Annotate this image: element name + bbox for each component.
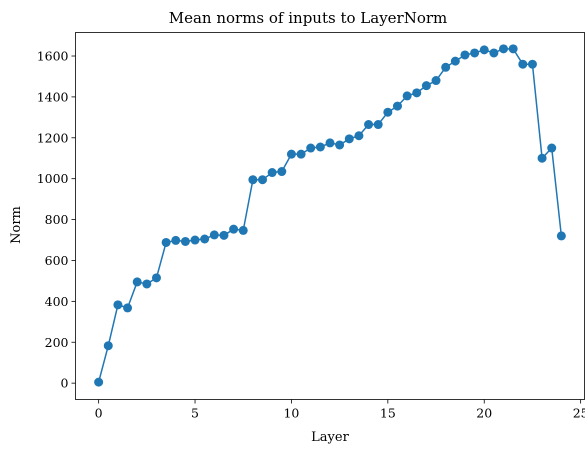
x-tick-label: 5	[191, 406, 199, 421]
data-point	[151, 273, 161, 283]
data-point	[142, 279, 152, 289]
data-point	[450, 56, 460, 66]
y-tick-label: 200	[45, 335, 69, 350]
data-point	[412, 88, 422, 98]
data-point	[489, 48, 499, 58]
data-point	[238, 225, 248, 235]
data-point	[547, 143, 557, 153]
data-point	[354, 131, 364, 141]
data-point	[286, 149, 296, 159]
data-point	[219, 230, 229, 240]
x-axis-label: Layer	[311, 430, 349, 445]
y-tick-label: 400	[45, 294, 69, 309]
data-point	[402, 91, 412, 101]
data-point	[306, 143, 316, 153]
x-tick-label: 0	[95, 406, 103, 421]
data-point	[180, 236, 190, 246]
data-point	[518, 59, 528, 69]
y-tick-label: 1200	[37, 130, 69, 145]
data-point	[296, 149, 306, 159]
x-tick-label: 25	[573, 406, 585, 421]
data-point	[344, 134, 354, 144]
data-point	[508, 44, 518, 54]
data-point	[556, 231, 566, 241]
data-point	[94, 377, 104, 387]
data-point	[537, 153, 547, 163]
data-point	[499, 44, 509, 54]
data-point	[392, 101, 402, 111]
data-point	[277, 167, 287, 177]
data-point	[421, 81, 431, 91]
data-point	[161, 237, 171, 247]
tick-layer: 0 5 10 15 20 25 0 200 400 600 800 1000 1200 1400 1600	[37, 49, 585, 421]
data-point	[527, 59, 537, 69]
data-point	[267, 168, 277, 178]
data-point	[325, 138, 335, 148]
data-point	[470, 48, 480, 58]
y-tick-label: 600	[45, 253, 69, 268]
data-point	[258, 175, 268, 185]
y-tick-label: 1600	[37, 49, 69, 64]
data-point	[113, 300, 123, 310]
data-point	[190, 235, 200, 245]
data-point	[103, 341, 113, 351]
y-tick-label: 1000	[37, 171, 69, 186]
data-point	[383, 107, 393, 117]
y-tick-label: 800	[45, 212, 69, 227]
data-point	[364, 120, 374, 130]
data-point	[171, 235, 181, 245]
x-tick-label: 10	[283, 406, 299, 421]
data-point	[132, 277, 142, 287]
data-point	[315, 142, 325, 152]
x-tick-label: 15	[380, 406, 396, 421]
data-point	[248, 175, 258, 185]
data-point	[209, 230, 219, 240]
x-tick-label: 20	[476, 406, 492, 421]
data-point	[479, 45, 489, 55]
chart-title: Mean norms of inputs to LayerNorm	[169, 9, 448, 27]
data-point	[123, 303, 133, 313]
data-point	[441, 62, 451, 72]
y-tick-label: 1400	[37, 89, 69, 104]
data-point	[335, 140, 345, 150]
data-point	[460, 50, 470, 60]
plot-area	[75, 32, 585, 400]
series-layer	[94, 44, 566, 387]
y-axis-label: Norm	[9, 206, 24, 244]
data-point	[200, 234, 210, 244]
data-point	[373, 120, 383, 130]
y-tick-label: 0	[61, 376, 69, 391]
data-point	[431, 76, 441, 86]
data-point	[229, 224, 239, 234]
